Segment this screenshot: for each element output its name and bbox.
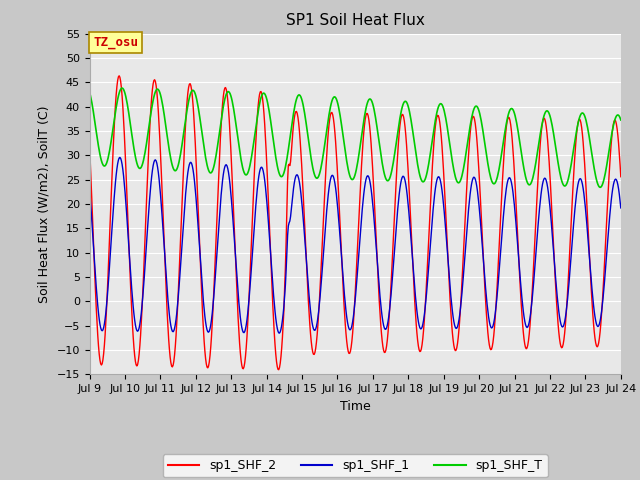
sp1_SHF_2 — [275, 367, 283, 372]
Title: SP1 Soil Heat Flux: SP1 Soil Heat Flux — [286, 13, 424, 28]
sp1_SHF_T — [596, 184, 604, 190]
sp1_SHF_1 — [617, 205, 625, 211]
sp1_SHF_T — [617, 117, 625, 123]
Legend: sp1_SHF_2, sp1_SHF_1, sp1_SHF_T: sp1_SHF_2, sp1_SHF_1, sp1_SHF_T — [163, 454, 548, 477]
sp1_SHF_1 — [436, 179, 444, 184]
sp1_SHF_1 — [276, 330, 284, 336]
sp1_SHF_1 — [86, 187, 93, 192]
sp1_SHF_1 — [233, 271, 241, 276]
sp1_SHF_2 — [436, 126, 444, 132]
sp1_SHF_2 — [421, 307, 429, 312]
sp1_SHF_T — [420, 178, 428, 184]
sp1_SHF_T — [86, 89, 93, 95]
sp1_SHF_2 — [151, 77, 159, 83]
sp1_SHF_T — [118, 85, 126, 91]
sp1_SHF_T — [151, 91, 159, 97]
sp1_SHF_T — [95, 147, 103, 153]
Line: sp1_SHF_2: sp1_SHF_2 — [90, 76, 621, 370]
Y-axis label: Soil Heat Flux (W/m2), SoilT (C): Soil Heat Flux (W/m2), SoilT (C) — [38, 105, 51, 303]
sp1_SHF_2 — [95, 351, 103, 357]
sp1_SHF_1 — [421, 306, 429, 312]
sp1_SHF_T — [233, 126, 241, 132]
sp1_SHF_2 — [205, 363, 212, 369]
sp1_SHF_T — [205, 167, 212, 173]
sp1_SHF_T — [436, 101, 444, 107]
sp1_SHF_1 — [95, 316, 103, 322]
sp1_SHF_2 — [233, 284, 241, 290]
Text: TZ_osu: TZ_osu — [93, 36, 138, 49]
sp1_SHF_1 — [116, 155, 124, 160]
X-axis label: Time: Time — [340, 400, 371, 413]
sp1_SHF_2 — [86, 143, 93, 148]
sp1_SHF_1 — [151, 157, 159, 163]
sp1_SHF_2 — [617, 174, 625, 180]
Line: sp1_SHF_T: sp1_SHF_T — [90, 88, 621, 187]
sp1_SHF_1 — [205, 329, 212, 335]
Line: sp1_SHF_1: sp1_SHF_1 — [90, 157, 621, 333]
sp1_SHF_2 — [115, 73, 123, 79]
